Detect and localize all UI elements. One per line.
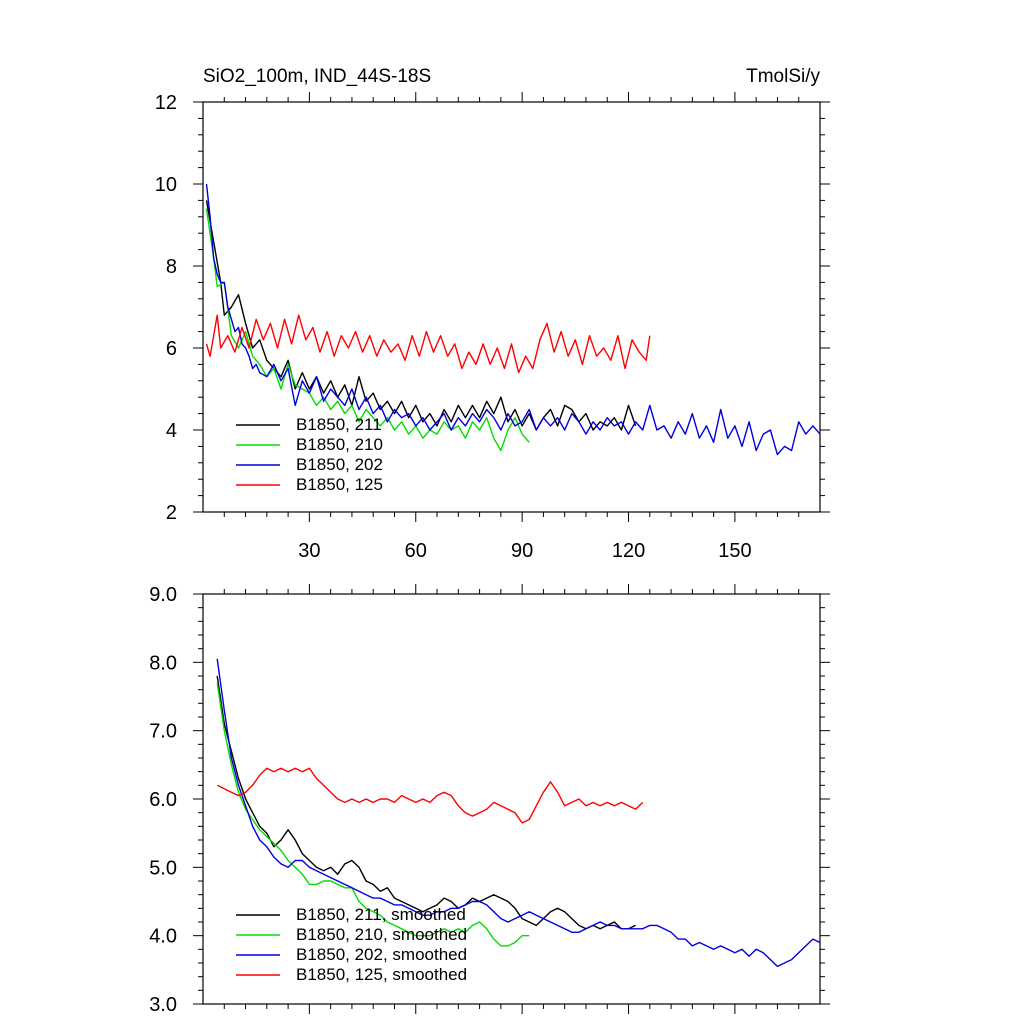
legend-label: B1850, 125, smoothed [296,965,467,984]
series-line-2 [205,208,530,452]
top-panel: SiO2_100m, IND_44S-18S TmolSi/y 30 60 90 12… [155,66,830,562]
y-tick-label: 2 [166,502,177,524]
series-line-3 [216,658,821,968]
bottom-plot-area: 3.0 4.0 5.0 6.0 7.0 8.0 9.0 [149,584,830,1016]
legend-label: B1850, 210 [296,435,383,454]
y-tick-label: 6 [166,338,177,360]
top-plot-area: 30 60 90 120 150 2 4 6 8 10 12 [155,92,830,562]
legend-label: B1850, 202 [296,455,383,474]
legend-label: B1850, 210, smoothed [296,925,467,944]
series-line-1 [205,200,637,431]
legend-label: B1850, 202, smoothed [296,945,467,964]
y-tick-label: 6.0 [149,789,177,811]
y-tick-label: 4 [166,420,177,442]
y-tick-label: 3.0 [149,994,177,1016]
y-tick-label: 9.0 [149,584,177,606]
units-label: TmolSi/y [746,66,820,87]
y-tick-label: 8 [166,256,177,278]
plot-frame [202,101,821,513]
chart-title: SiO2_100m, IND_44S-18S [203,66,431,87]
y-tick-label: 4.0 [149,926,177,948]
x-tick-label: 150 [718,540,751,562]
y-tick-label: 10 [155,174,177,196]
y-tick-label: 5.0 [149,857,177,879]
series-line-1 [216,675,636,930]
x-tick-label: 120 [612,540,645,562]
y-tick-label: 12 [155,92,177,114]
series-line-2 [216,682,530,947]
legend-label: B1850, 211 [296,415,382,434]
series-line-4 [205,314,651,374]
x-tick-label: 90 [511,540,533,562]
series-line-3 [205,183,821,456]
bottom-panel: 3.0 4.0 5.0 6.0 7.0 8.0 9.0 B1850, 211, smooth… [149,584,830,1016]
x-tick-label: 30 [298,540,320,562]
x-tick-label: 60 [405,540,427,562]
y-tick-label: 8.0 [149,652,177,674]
legend-label: B1850, 125 [296,475,383,494]
legend-label: B1850, 211, smoothed [296,905,466,924]
y-tick-label: 7.0 [149,721,177,743]
series-line-4 [216,767,644,824]
